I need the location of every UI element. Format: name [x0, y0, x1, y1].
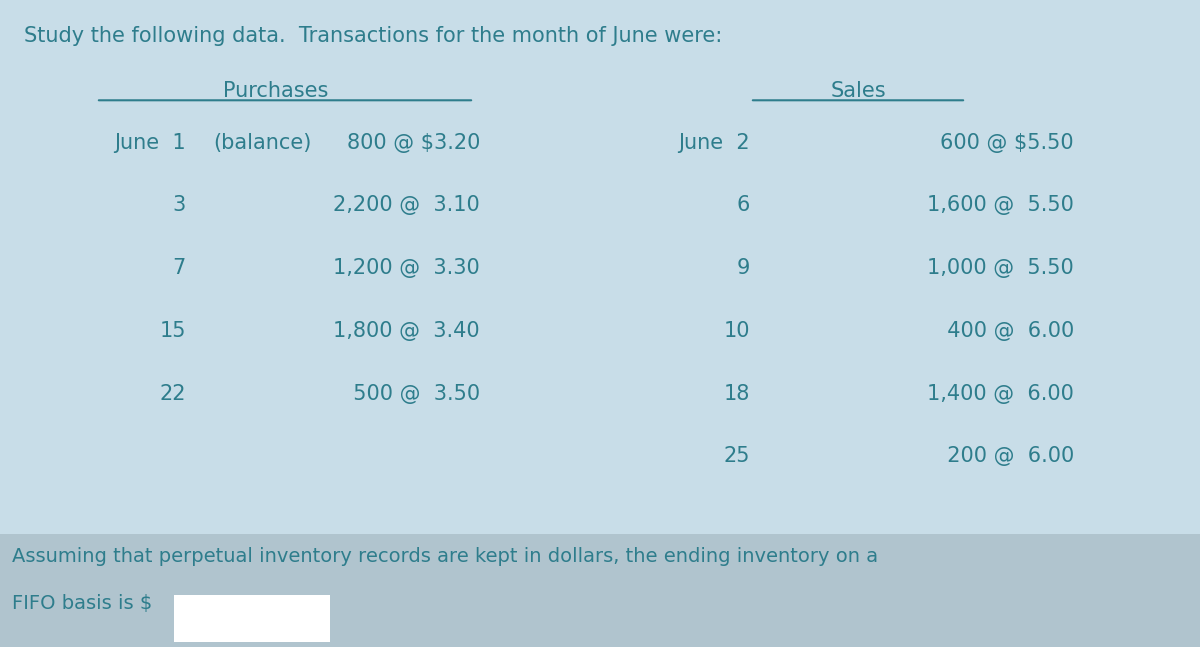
FancyBboxPatch shape	[174, 595, 330, 642]
Text: 200 @  6.00: 200 @ 6.00	[934, 446, 1074, 466]
Text: (balance): (balance)	[214, 133, 312, 153]
Text: 3: 3	[173, 195, 186, 215]
Text: 7: 7	[173, 258, 186, 278]
Text: June  2: June 2	[678, 133, 750, 153]
Text: 22: 22	[160, 384, 186, 404]
Text: 10: 10	[724, 321, 750, 341]
Text: Study the following data.  Transactions for the month of June were:: Study the following data. Transactions f…	[24, 26, 722, 46]
Text: 1,200 @  3.30: 1,200 @ 3.30	[334, 258, 480, 278]
Text: Sales: Sales	[830, 81, 886, 101]
Text: 800 @ $3.20: 800 @ $3.20	[347, 133, 480, 153]
Text: 1,800 @  3.40: 1,800 @ 3.40	[334, 321, 480, 341]
Text: 15: 15	[160, 321, 186, 341]
Text: 1,000 @  5.50: 1,000 @ 5.50	[928, 258, 1074, 278]
Text: June  1: June 1	[114, 133, 186, 153]
Text: Assuming that perpetual inventory records are kept in dollars, the ending invent: Assuming that perpetual inventory record…	[12, 547, 878, 565]
Text: 400 @  6.00: 400 @ 6.00	[934, 321, 1074, 341]
Text: 9: 9	[737, 258, 750, 278]
Text: 25: 25	[724, 446, 750, 466]
Text: FIFO basis is $: FIFO basis is $	[12, 594, 152, 613]
Text: 2,200 @  3.10: 2,200 @ 3.10	[334, 195, 480, 215]
Text: 500 @  3.50: 500 @ 3.50	[340, 384, 480, 404]
Text: Purchases: Purchases	[223, 81, 329, 101]
FancyBboxPatch shape	[0, 534, 1200, 647]
Text: 6: 6	[737, 195, 750, 215]
Text: 1,600 @  5.50: 1,600 @ 5.50	[928, 195, 1074, 215]
Text: 600 @ $5.50: 600 @ $5.50	[941, 133, 1074, 153]
Text: 18: 18	[724, 384, 750, 404]
Text: 1,400 @  6.00: 1,400 @ 6.00	[928, 384, 1074, 404]
